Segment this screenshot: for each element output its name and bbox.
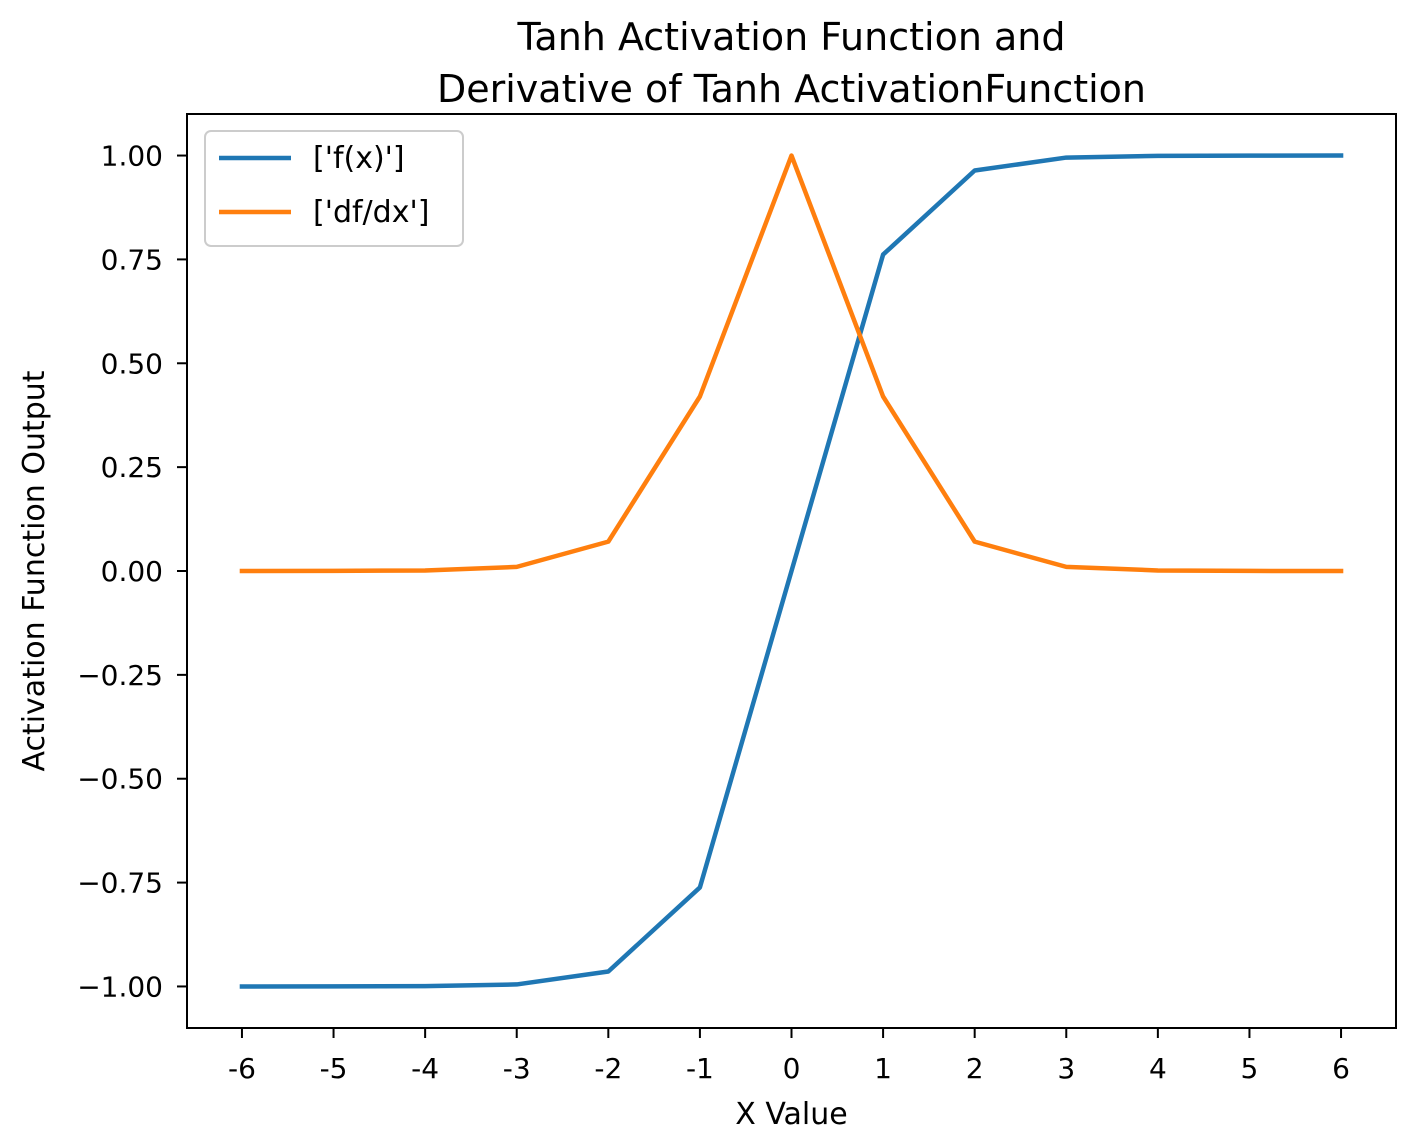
x-tick-label: 1 — [874, 1052, 892, 1085]
y-tick-label: 0.25 — [101, 451, 163, 484]
y-tick-label: 1.00 — [101, 140, 163, 173]
x-tick-label: 0 — [783, 1052, 801, 1085]
legend-label-fx: ['f(x)'] — [313, 141, 405, 176]
x-axis-label: X Value — [735, 1097, 847, 1132]
legend: ['f(x)'] ['df/dx'] — [204, 130, 464, 247]
series-line-dfdx — [239, 153, 1344, 574]
x-axis: -6 -5 -4 -3 -2 -1 0 1 2 3 4 5 6 X Value — [228, 1028, 1350, 1132]
y-tick-label: 0.00 — [101, 555, 163, 588]
x-tick-label: -4 — [411, 1052, 439, 1085]
x-tick-label: 4 — [1149, 1052, 1167, 1085]
x-tick-label: -5 — [320, 1052, 348, 1085]
y-axis: −1.00 −0.75 −0.50 −0.25 0.00 0.25 0.50 0.75 1.00… — [17, 140, 187, 1003]
y-axis-label: Activation Function Output — [17, 370, 52, 771]
plot-area — [186, 113, 1397, 1029]
x-tick-label: -2 — [594, 1052, 622, 1085]
legend-label-dfdx: ['df/dx'] — [313, 195, 429, 230]
chart-title: Tanh Activation Function and Derivative o… — [437, 15, 1146, 111]
y-tick-label: −0.50 — [77, 763, 163, 796]
y-tick-label: 0.50 — [101, 347, 163, 380]
x-tick-label: -1 — [686, 1052, 714, 1085]
series-line-fx — [239, 153, 1344, 989]
chart-title-line-2: Derivative of Tanh ActivationFunction — [437, 67, 1146, 111]
x-tick-label: -6 — [228, 1052, 256, 1085]
y-tick-label: −0.25 — [77, 659, 163, 692]
y-tick-label: −1.00 — [77, 970, 163, 1003]
x-tick-label: 2 — [966, 1052, 984, 1085]
x-tick-label: -3 — [503, 1052, 531, 1085]
chart-title-line-1: Tanh Activation Function and — [517, 15, 1066, 59]
y-tick-label: −0.75 — [77, 867, 163, 900]
x-tick-label: 5 — [1241, 1052, 1259, 1085]
y-tick-label: 0.75 — [101, 243, 163, 276]
x-tick-label: 3 — [1057, 1052, 1075, 1085]
x-tick-label: 6 — [1332, 1052, 1350, 1085]
